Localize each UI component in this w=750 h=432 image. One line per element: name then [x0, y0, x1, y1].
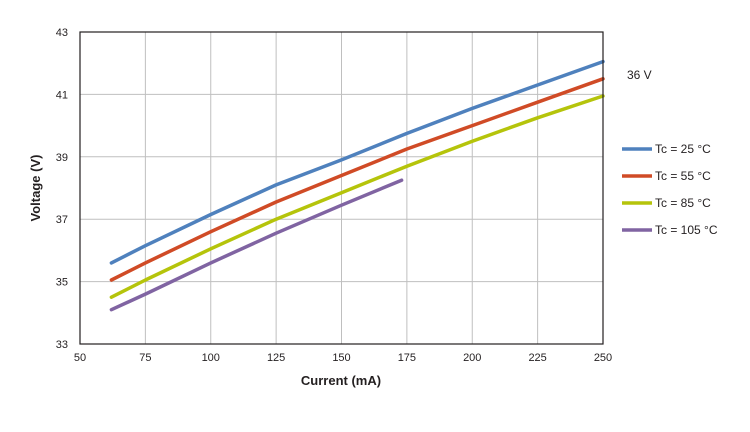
series-line: [109, 59, 605, 265]
x-tick-label: 250: [594, 352, 612, 364]
legend: Tc = 25 °C Tc = 55 °C Tc = 85 °C Tc = 105 °…: [622, 142, 718, 237]
y-tick-label: 35: [56, 277, 68, 289]
legend-item: Tc = 105 °C: [622, 223, 718, 237]
x-tick-label: 150: [332, 352, 350, 364]
legend-label: Tc = 105 °C: [655, 223, 718, 237]
x-tick-label: 100: [202, 352, 220, 364]
x-axis-title: Current (mA): [301, 373, 381, 388]
legend-label: Tc = 85 °C: [655, 196, 711, 210]
x-tick-label: 75: [139, 352, 151, 364]
legend-item: Tc = 25 °C: [622, 142, 711, 156]
x-tick-label: 175: [398, 352, 416, 364]
y-tick-label: 33: [56, 339, 68, 351]
legend-item: Tc = 55 °C: [622, 169, 711, 183]
y-tick-label: 37: [56, 214, 68, 226]
y-tick-label: 41: [56, 89, 68, 101]
series-group: [109, 59, 605, 312]
x-tick-labels: 50 75 100 125 150 175 200 225 250: [74, 352, 612, 364]
legend-label: Tc = 25 °C: [655, 142, 711, 156]
series-line: [109, 94, 605, 299]
x-tick-label: 50: [74, 352, 86, 364]
x-tick-label: 225: [528, 352, 546, 364]
annotation-label: 36 V: [627, 68, 652, 82]
plot-frame: [79, 31, 604, 345]
series-line: [109, 178, 404, 312]
y-axis-title: Voltage (V): [28, 155, 43, 222]
x-tick-label: 125: [267, 352, 285, 364]
y-tick-label: 39: [56, 152, 68, 164]
x-tick-label: 200: [463, 352, 481, 364]
legend-item: Tc = 85 °C: [622, 196, 711, 210]
y-tick-label: 43: [56, 27, 68, 39]
grid: [79, 31, 604, 345]
y-tick-labels: 33 35 37 39 41 43: [56, 27, 68, 351]
series-line: [109, 77, 605, 282]
legend-label: Tc = 55 °C: [655, 169, 711, 183]
